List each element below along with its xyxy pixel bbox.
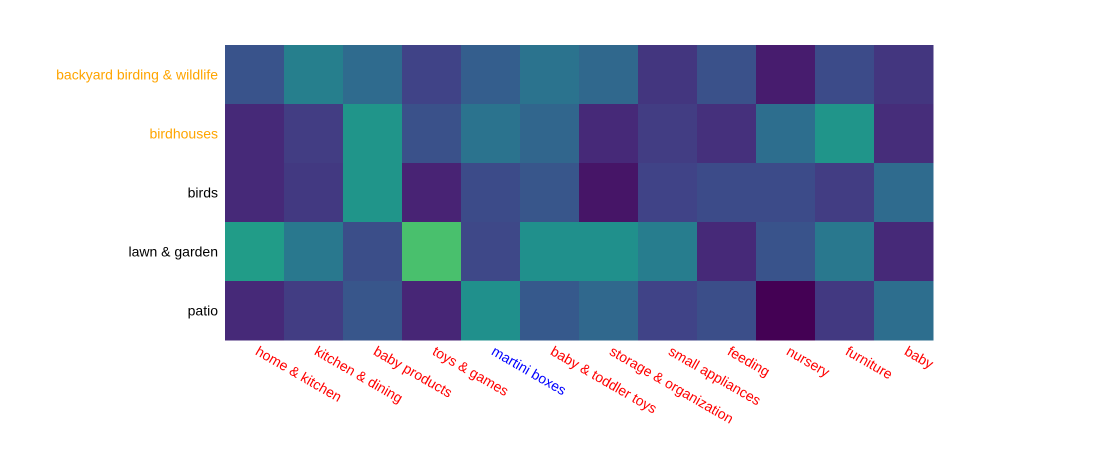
heatmap-cell — [638, 222, 698, 282]
heatmap-cell — [815, 222, 875, 282]
heatmap-cell — [697, 163, 757, 223]
heatmap-cell — [520, 104, 580, 164]
heatmap-cell — [520, 163, 580, 223]
x-tick-label: baby — [902, 343, 936, 372]
heatmap-cell — [579, 281, 639, 341]
heatmap-cells — [225, 45, 934, 341]
heatmap-cell — [815, 163, 875, 223]
heatmap-cell — [461, 163, 521, 223]
heatmap-cell — [579, 163, 639, 223]
x-tick-label: baby & toddler toys — [548, 343, 660, 417]
heatmap-cell — [225, 222, 285, 282]
x-tick-label: feeding — [725, 343, 773, 380]
heatmap-cell — [815, 104, 875, 164]
heatmap-cell — [815, 45, 875, 105]
y-tick-label: lawn & garden — [128, 244, 218, 260]
heatmap-cell — [756, 163, 816, 223]
heatmap-cell — [461, 281, 521, 341]
heatmap-cell — [284, 281, 344, 341]
heatmap-cell — [638, 45, 698, 105]
heatmap-cell — [520, 222, 580, 282]
heatmap-cell — [225, 45, 285, 105]
y-tick-label: birdhouses — [150, 126, 219, 142]
heatmap-cell — [343, 104, 403, 164]
heatmap-cell — [638, 104, 698, 164]
heatmap-cell — [225, 104, 285, 164]
heatmap-cell — [697, 281, 757, 341]
heatmap-cell — [343, 163, 403, 223]
heatmap-cell — [343, 281, 403, 341]
heatmap-cell — [402, 222, 462, 282]
heatmap-cell — [756, 281, 816, 341]
heatmap-cell — [874, 163, 934, 223]
heatmap-cell — [284, 222, 344, 282]
heatmap-cell — [874, 281, 934, 341]
y-axis-labels: backyard birding & wildlife birdhouses bir… — [56, 67, 218, 319]
heatmap-cell — [343, 222, 403, 282]
heatmap-cell — [520, 281, 580, 341]
heatmap-cell — [461, 45, 521, 105]
heatmap-cell — [697, 104, 757, 164]
heatmap-cell — [520, 45, 580, 105]
heatmap-cell — [402, 45, 462, 105]
heatmap-cell — [284, 163, 344, 223]
heatmap-cell — [815, 281, 875, 341]
heatmap-cell — [225, 163, 285, 223]
heatmap-cell — [402, 104, 462, 164]
x-tick-label: nursery — [784, 343, 832, 380]
heatmap-cell — [284, 104, 344, 164]
heatmap-cell — [756, 222, 816, 282]
heatmap-cell — [874, 45, 934, 105]
heatmap-cell — [756, 45, 816, 105]
heatmap-cell — [874, 104, 934, 164]
heatmap-cell — [402, 163, 462, 223]
heatmap-cell — [579, 222, 639, 282]
heatmap-cell — [225, 281, 285, 341]
x-tick-label: furniture — [843, 343, 896, 383]
heatmap-cell — [874, 222, 934, 282]
heatmap-cell — [402, 281, 462, 341]
heatmap-cell — [461, 222, 521, 282]
heatmap-cell — [343, 45, 403, 105]
heatmap-cell — [756, 104, 816, 164]
heatmap-cell — [461, 104, 521, 164]
heatmap-cell — [638, 281, 698, 341]
y-tick-label: patio — [188, 303, 219, 319]
heatmap-cell — [638, 163, 698, 223]
y-tick-label: backyard birding & wildlife — [56, 67, 218, 83]
heatmap-cell — [284, 45, 344, 105]
heatmap-cell — [697, 45, 757, 105]
heatmap-cell — [697, 222, 757, 282]
y-tick-label: birds — [188, 185, 218, 201]
heatmap-cell — [579, 104, 639, 164]
heatmap-cell — [579, 45, 639, 105]
